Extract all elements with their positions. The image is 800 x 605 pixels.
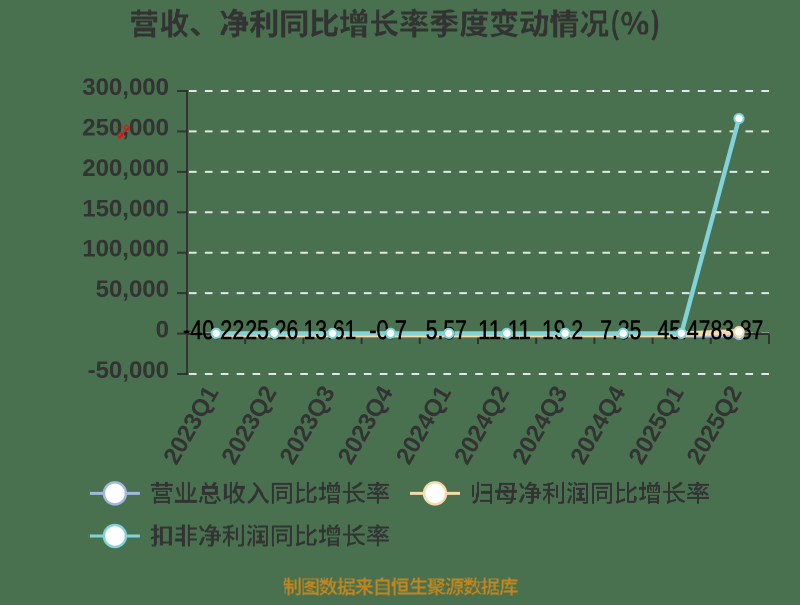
- svg-text:300,000: 300,000: [82, 74, 169, 101]
- svg-text:-0.7: -0.7: [369, 315, 407, 345]
- svg-text:200,000: 200,000: [82, 155, 169, 182]
- svg-text:83.87: 83.87: [711, 315, 764, 345]
- svg-text:-40.22: -40.22: [183, 315, 244, 345]
- svg-text:250,000: 250,000: [82, 114, 169, 141]
- svg-text:-50,000: -50,000: [88, 357, 169, 384]
- svg-text:50,000: 50,000: [96, 276, 169, 303]
- svg-text:100,000: 100,000: [82, 236, 169, 263]
- svg-text:150,000: 150,000: [82, 195, 169, 222]
- svg-text:0: 0: [156, 317, 169, 344]
- svg-text:19.2: 19.2: [542, 315, 583, 345]
